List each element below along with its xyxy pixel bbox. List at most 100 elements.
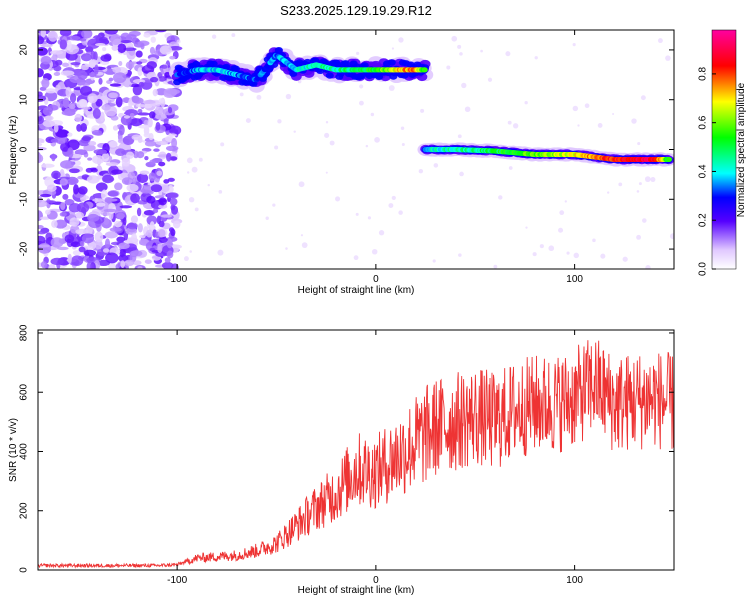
noise-blob <box>38 142 43 147</box>
noise-blob <box>155 113 167 120</box>
noise-blob <box>38 94 47 103</box>
noise-blob <box>65 52 78 61</box>
noise-blob <box>54 219 68 229</box>
noise-blob <box>98 77 103 85</box>
noise-dot <box>640 95 646 101</box>
spectrogram-marks <box>38 30 674 269</box>
noise-blob <box>53 71 61 76</box>
noise-blob <box>111 45 119 51</box>
noise-blob <box>69 93 77 103</box>
noise-blob <box>62 97 70 109</box>
noise-blob <box>116 212 125 220</box>
colorbar-tick-label: 0.4 <box>698 164 709 178</box>
noise-blob <box>150 184 163 193</box>
noise-blob <box>80 64 89 71</box>
noise-blob <box>119 124 125 136</box>
noise-blob <box>154 30 167 33</box>
noise-blob <box>66 35 81 41</box>
noise-blob <box>87 213 100 222</box>
y-tick-label: 400 <box>19 443 30 460</box>
noise-blob <box>132 260 142 266</box>
noise-blob <box>57 246 69 251</box>
noise-blob <box>152 89 158 97</box>
noise-dot <box>631 118 637 124</box>
noise-blob <box>167 106 173 114</box>
noise-blob <box>104 196 113 203</box>
noise-dot <box>418 168 424 174</box>
noise-dot <box>669 233 674 240</box>
noise-blob <box>126 183 139 192</box>
noise-dot <box>592 238 596 243</box>
noise-dot <box>572 105 579 112</box>
noise-dot <box>335 196 341 202</box>
noise-blob <box>158 197 167 206</box>
noise-dot <box>300 234 304 237</box>
noise-blob <box>38 262 43 268</box>
noise-dot <box>636 234 642 240</box>
noise-blob <box>158 161 166 167</box>
trace-halo <box>325 72 334 79</box>
noise-dot <box>186 157 193 164</box>
noise-dot <box>325 171 328 174</box>
noise-blob <box>91 154 105 165</box>
noise-blob <box>112 72 127 84</box>
noise-blob <box>79 99 88 108</box>
noise-blob <box>41 78 50 89</box>
noise-dot <box>645 265 651 269</box>
snr-marks <box>38 340 674 569</box>
noise-blob <box>76 202 90 213</box>
noise-dot <box>532 252 537 257</box>
noise-blob <box>149 221 155 230</box>
x-tick-label: 100 <box>566 274 583 285</box>
noise-dot <box>612 112 615 115</box>
spectrogram-xlabel: Height of straight line (km) <box>298 285 415 296</box>
noise-blob <box>169 156 178 161</box>
noise-dot <box>400 126 405 130</box>
noise-dot <box>388 203 394 208</box>
noise-dot <box>505 51 511 57</box>
noise-dot <box>642 218 647 223</box>
noise-blob <box>92 108 101 119</box>
noise-dot <box>239 92 244 97</box>
noise-dot <box>534 56 538 60</box>
noise-dot <box>277 119 282 124</box>
noise-dot <box>493 264 498 269</box>
noise-dot <box>371 249 378 255</box>
noise-dot <box>401 143 405 147</box>
noise-blob <box>81 30 93 39</box>
trace-halo <box>209 60 218 68</box>
noise-blob <box>60 70 75 77</box>
noise-blob <box>60 201 66 211</box>
noise-blob <box>100 54 112 62</box>
noise-blob <box>160 184 170 193</box>
noise-blob <box>80 53 92 62</box>
colorbar-tick-label: 0.8 <box>698 67 709 81</box>
noise-blob <box>152 208 159 214</box>
noise-dot <box>329 140 335 146</box>
noise-dot <box>461 82 467 89</box>
noise-dot <box>459 171 464 177</box>
noise-dot <box>188 197 195 203</box>
noise-blob <box>85 167 93 173</box>
noise-blob <box>144 140 157 147</box>
noise-blob <box>66 39 72 51</box>
noise-dot <box>220 142 225 147</box>
noise-blob <box>145 229 153 238</box>
noise-blob <box>88 71 97 78</box>
noise-blob <box>163 118 169 126</box>
x-tick-label: -100 <box>167 575 187 586</box>
noise-blob <box>164 71 171 77</box>
noise-blob <box>105 252 119 264</box>
noise-dot <box>297 79 302 84</box>
noise-blob <box>48 30 58 42</box>
noise-blob <box>123 47 137 52</box>
colorbar-tick-label: 0.2 <box>698 213 709 227</box>
noise-blob <box>168 133 177 137</box>
colorbar-tick-label: 0.6 <box>698 115 709 129</box>
snr-ylabel: SNR (10 * v/v) <box>8 418 19 482</box>
noise-blob <box>81 233 95 244</box>
noise-blob <box>129 112 135 118</box>
noise-blob <box>166 238 173 249</box>
noise-blob <box>78 186 88 195</box>
noise-blob <box>40 30 47 38</box>
